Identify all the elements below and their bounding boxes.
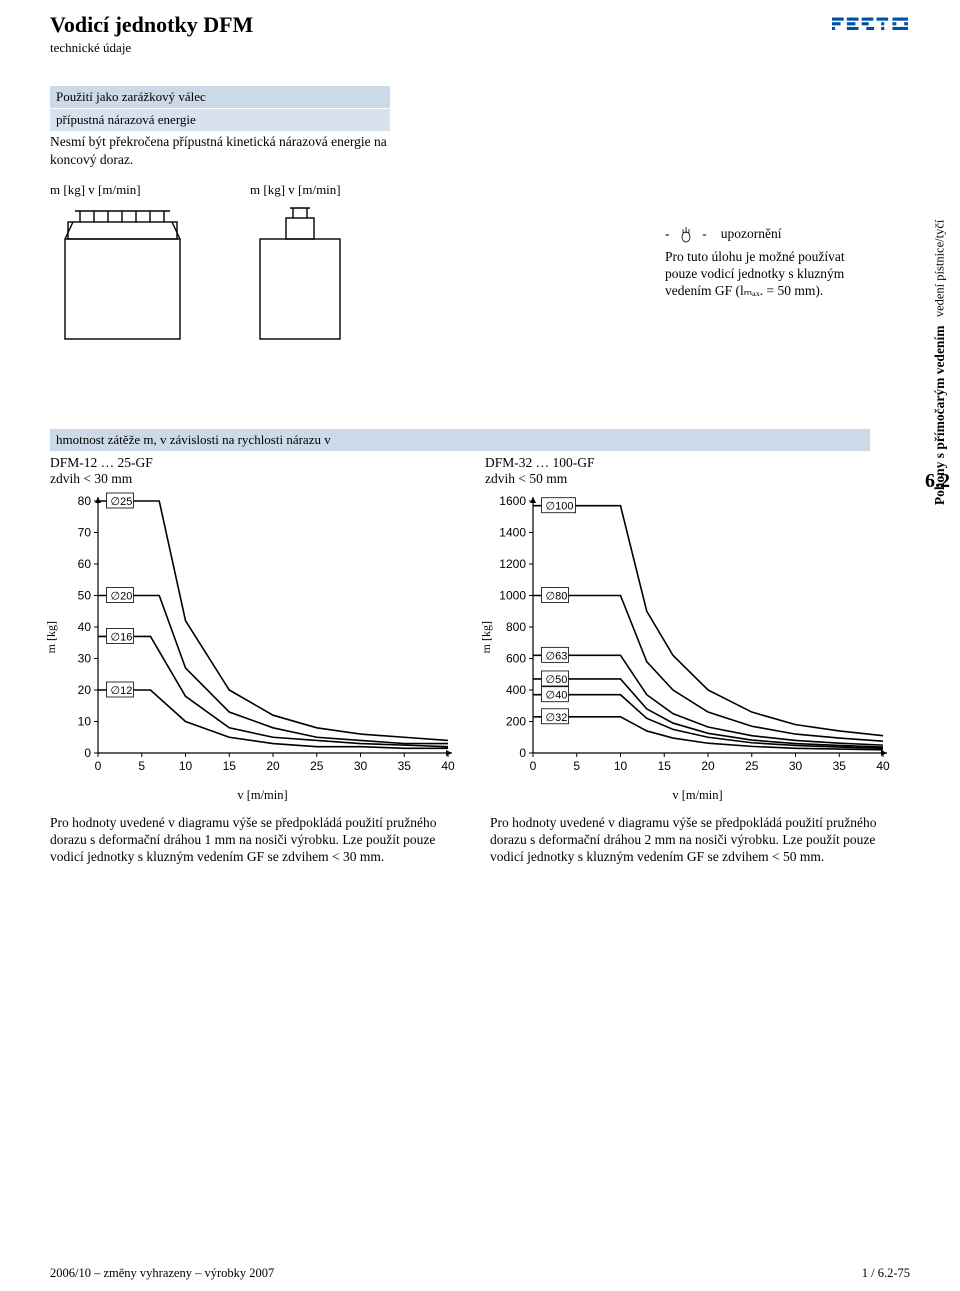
note-body: Pro tuto úlohu je možné používat pouze v…: [665, 249, 855, 300]
svg-text:∅63: ∅63: [546, 650, 568, 662]
svg-text:1200: 1200: [499, 557, 526, 571]
side-subcategory: vedení pístnice/tyčí: [933, 220, 948, 318]
note-marker-r: -: [699, 226, 707, 243]
svg-text:25: 25: [745, 759, 759, 773]
diagram-axis-label-right: m [kg] v [m/min]: [250, 182, 450, 198]
svg-text:600: 600: [506, 652, 526, 666]
svg-text:15: 15: [223, 759, 237, 773]
svg-text:25: 25: [310, 759, 324, 773]
svg-text:∅25: ∅25: [111, 496, 133, 508]
svg-text:30: 30: [78, 652, 92, 666]
svg-text:35: 35: [398, 759, 412, 773]
diagram-axis-label-left: m [kg] v [m/min]: [50, 182, 250, 198]
svg-text:0: 0: [95, 759, 102, 773]
chart2-y-label: m [kg]: [479, 621, 494, 653]
svg-text:1000: 1000: [499, 589, 526, 603]
svg-text:10: 10: [614, 759, 628, 773]
mass-chart-header: hmotnost zátěže m, v závislosti na rychl…: [50, 429, 870, 451]
chart1-footnote: Pro hodnoty uvedené v diagramu výše se p…: [50, 815, 450, 866]
cylinder-diagram-1: [50, 204, 195, 349]
svg-text:∅12: ∅12: [111, 685, 133, 697]
chart2-x-label: v [m/min]: [485, 788, 910, 803]
svg-text:1600: 1600: [499, 494, 526, 508]
svg-text:200: 200: [506, 715, 526, 729]
svg-text:0: 0: [84, 746, 91, 760]
svg-text:20: 20: [266, 759, 280, 773]
svg-text:30: 30: [354, 759, 368, 773]
svg-text:1400: 1400: [499, 526, 526, 540]
svg-text:0: 0: [530, 759, 537, 773]
svg-text:∅20: ∅20: [111, 591, 133, 603]
svg-text:20: 20: [78, 683, 92, 697]
chart1: 0 10 20 30 40 50 60 70 80 0 5 10 15 20 25 30 35 40 ∅25 ∅20 ∅…: [50, 491, 460, 781]
svg-text:10: 10: [78, 715, 92, 729]
svg-text:30: 30: [789, 759, 803, 773]
svg-text:15: 15: [658, 759, 672, 773]
chart1-title: DFM-12 … 25-GF: [50, 455, 475, 471]
cylinder-diagram-2: [250, 204, 350, 349]
usage-text: Nesmí být překročena přípustná kinetická…: [50, 133, 390, 168]
svg-text:40: 40: [876, 759, 890, 773]
footer-left: 2006/10 – změny vyhrazeny – výrobky 2007: [50, 1266, 274, 1281]
svg-text:5: 5: [573, 759, 580, 773]
note-title: upozornění: [721, 226, 782, 243]
svg-text:60: 60: [78, 557, 92, 571]
svg-text:40: 40: [78, 620, 92, 634]
chart2-title: DFM-32 … 100-GF: [485, 455, 910, 471]
svg-text:∅80: ∅80: [546, 591, 568, 603]
usage-header-2: přípustná nárazová energie: [50, 109, 390, 131]
usage-header-1: Použití jako zarážkový válec: [50, 86, 390, 108]
svg-text:400: 400: [506, 683, 526, 697]
festo-logo: [832, 14, 910, 37]
chart1-x-label: v [m/min]: [50, 788, 475, 803]
svg-text:70: 70: [78, 526, 92, 540]
note-marker: -: [665, 226, 673, 243]
svg-text:35: 35: [833, 759, 847, 773]
chart1-y-label: m [kg]: [44, 621, 59, 653]
svg-text:40: 40: [441, 759, 455, 773]
svg-text:∅100: ∅100: [546, 501, 574, 513]
chart2: 0 200 400 600 800 1000 1200 1400 1600 0 5 10 15 20 25 3…: [485, 491, 895, 781]
side-section-number: 6.2: [925, 470, 950, 493]
svg-text:80: 80: [78, 494, 92, 508]
svg-text:∅40: ∅40: [546, 690, 568, 702]
svg-text:∅16: ∅16: [111, 632, 133, 644]
svg-text:20: 20: [701, 759, 715, 773]
svg-text:∅50: ∅50: [546, 674, 568, 686]
page-subtitle: technické údaje: [50, 40, 253, 56]
footer-right: 1 / 6.2-75: [862, 1266, 910, 1281]
svg-text:800: 800: [506, 620, 526, 634]
svg-text:0: 0: [519, 746, 526, 760]
svg-text:∅32: ∅32: [546, 712, 568, 724]
svg-text:5: 5: [138, 759, 145, 773]
page-title: Vodicí jednotky DFM: [50, 12, 253, 38]
chart2-footnote: Pro hodnoty uvedené v diagramu výše se p…: [490, 815, 890, 866]
svg-text:10: 10: [179, 759, 193, 773]
chart2-subtitle: zdvih < 50 mm: [485, 471, 910, 487]
chart1-subtitle: zdvih < 30 mm: [50, 471, 475, 487]
hand-icon: [679, 225, 693, 243]
svg-text:50: 50: [78, 589, 92, 603]
